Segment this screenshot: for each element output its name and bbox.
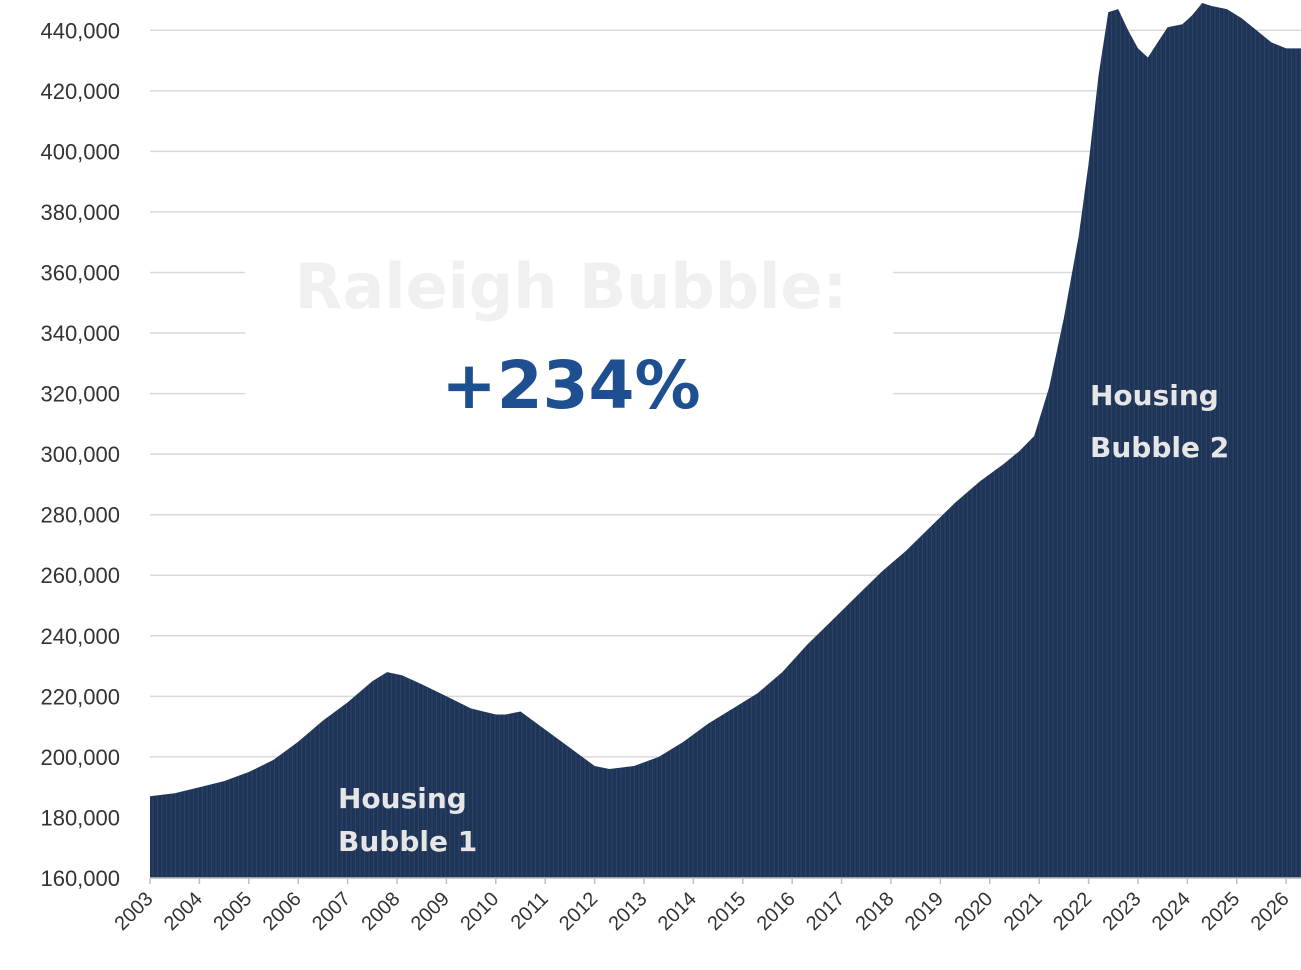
bubble1-label-line2: Bubble 1 bbox=[338, 825, 477, 858]
y-tick-label: 380,000 bbox=[40, 200, 120, 225]
x-tick-label: 2010 bbox=[456, 888, 503, 935]
y-tick-label: 340,000 bbox=[40, 321, 120, 346]
x-tick-label: 2016 bbox=[753, 888, 800, 935]
y-tick-label: 240,000 bbox=[40, 624, 120, 649]
x-tick-label: 2005 bbox=[209, 888, 256, 935]
x-axis-ticks: 2003 2004 2005 2006 2007 2008 2009 2010 2011 2012… bbox=[111, 878, 1294, 935]
x-tick-label: 2015 bbox=[703, 888, 750, 935]
y-tick-label: 280,000 bbox=[40, 503, 120, 528]
x-tick-label: 2014 bbox=[654, 888, 701, 935]
x-tick-label: 2020 bbox=[950, 888, 997, 935]
headline-text: Raleigh Bubble: bbox=[295, 250, 848, 323]
x-tick-label: 2003 bbox=[111, 888, 158, 935]
y-tick-label: 400,000 bbox=[40, 139, 120, 164]
y-tick-label: 180,000 bbox=[40, 805, 120, 830]
x-tick-label: 2022 bbox=[1049, 888, 1096, 935]
bubble1-label-line1: Housing bbox=[338, 782, 467, 815]
headline-box: Raleigh Bubble: +234% bbox=[245, 238, 893, 428]
x-tick-label: 2004 bbox=[160, 888, 207, 935]
x-tick-label: 2021 bbox=[1000, 888, 1047, 935]
x-tick-label: 2017 bbox=[802, 888, 849, 935]
y-tick-label: 220,000 bbox=[40, 684, 120, 709]
area-fill bbox=[150, 3, 1301, 878]
y-tick-label: 360,000 bbox=[40, 260, 120, 285]
bubble2-label-line1: Housing bbox=[1090, 379, 1219, 412]
x-tick-label: 2018 bbox=[852, 888, 899, 935]
headline-background bbox=[245, 238, 893, 428]
x-tick-label: 2026 bbox=[1247, 888, 1294, 935]
x-tick-label: 2024 bbox=[1148, 888, 1195, 935]
y-axis-ticks: 160,000 180,000 200,000 220,000 240,000 260,0… bbox=[40, 18, 120, 891]
percent-change-text: +234% bbox=[441, 347, 700, 424]
x-tick-label: 2025 bbox=[1197, 888, 1244, 935]
y-tick-label: 440,000 bbox=[40, 18, 120, 43]
y-tick-label: 420,000 bbox=[40, 79, 120, 104]
x-tick-label: 2011 bbox=[507, 888, 553, 934]
x-tick-label: 2013 bbox=[605, 888, 652, 935]
x-tick-label: 2007 bbox=[308, 888, 355, 935]
y-tick-label: 260,000 bbox=[40, 563, 120, 588]
x-tick-label: 2009 bbox=[407, 888, 454, 935]
x-tick-label: 2019 bbox=[901, 888, 948, 935]
x-tick-label: 2006 bbox=[259, 888, 306, 935]
x-tick-label: 2023 bbox=[1098, 888, 1145, 935]
y-tick-label: 200,000 bbox=[40, 745, 120, 770]
bubble2-label-line2: Bubble 2 bbox=[1090, 431, 1229, 464]
y-tick-label: 300,000 bbox=[40, 442, 120, 467]
y-tick-label: 320,000 bbox=[40, 382, 120, 407]
y-tick-label: 160,000 bbox=[40, 866, 120, 891]
x-tick-label: 2008 bbox=[358, 888, 405, 935]
x-tick-label: 2012 bbox=[555, 888, 602, 935]
